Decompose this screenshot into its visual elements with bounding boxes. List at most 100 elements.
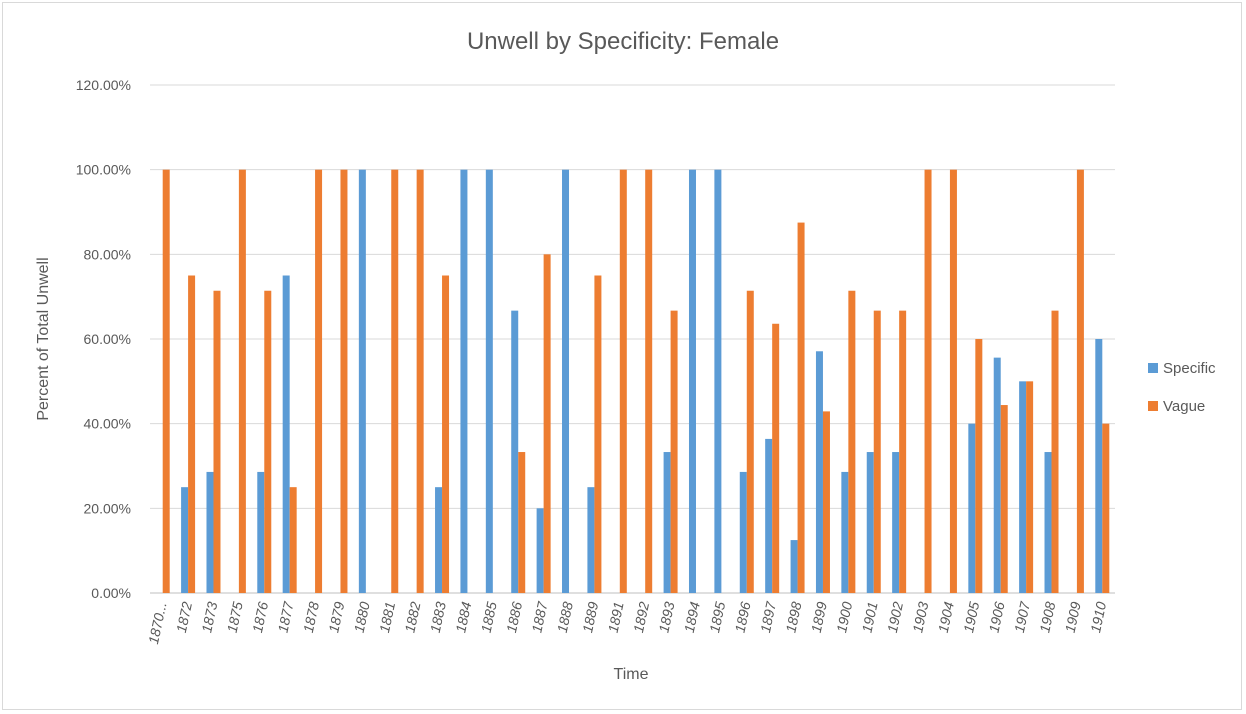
- bar-vague-1889: [594, 275, 602, 593]
- legend-label-vague: Vague: [1163, 398, 1205, 415]
- y-tick-label: 100.00%: [76, 162, 131, 178]
- bar-specific-1896: [739, 471, 747, 593]
- bar-specific-1898: [790, 540, 798, 593]
- x-tick-label: 1906: [986, 600, 1008, 634]
- bar-specific-1880: [358, 169, 366, 593]
- x-tick-label: 1904: [935, 600, 957, 634]
- bar-vague-1909: [1076, 169, 1084, 593]
- bar-vague-1877: [289, 487, 297, 593]
- bar-specific-1873: [206, 471, 214, 593]
- x-tick-label: 1870...: [145, 600, 170, 645]
- chart-title: Unwell by Specificity: Female: [467, 28, 779, 55]
- x-tick-label: 1887: [528, 599, 550, 634]
- legend-swatch-specific: [1148, 363, 1158, 373]
- bar-specific-1901: [866, 452, 874, 593]
- bar-vague-1900: [848, 290, 856, 593]
- bar-specific-1872: [181, 487, 189, 593]
- x-tick-label: 1885: [478, 600, 500, 634]
- x-tick-label: 1873: [198, 600, 220, 634]
- y-tick-label: 60.00%: [84, 331, 131, 347]
- bar-vague-1872: [188, 275, 196, 593]
- bar-vague-1903: [924, 169, 932, 593]
- bar-specific-1907: [1019, 381, 1027, 593]
- x-tick-label: 1888: [554, 600, 576, 634]
- bars: [162, 169, 1110, 594]
- bar-specific-1887: [536, 508, 544, 593]
- x-tick-label: 1908: [1036, 600, 1058, 634]
- y-tick-label: 0.00%: [91, 585, 131, 601]
- y-axis-ticks: 0.00% 20.00% 40.00% 60.00% 80.00% 100.00% 120.…: [76, 77, 131, 601]
- bar-vague-1881: [391, 169, 399, 593]
- bar-chart: Unwell by Specificity: Female 0.00% 20.00…: [35, 28, 1216, 683]
- x-axis-ticks: 1870... 1872 1873 1875 1876 1877 1878 1879 1880 1…: [145, 599, 1109, 645]
- bar-vague-1908: [1051, 310, 1059, 593]
- x-tick-label: 1900: [833, 600, 855, 634]
- x-tick-label: 1896: [732, 600, 754, 634]
- x-tick-label: 1872: [173, 600, 195, 634]
- x-tick-label: 1877: [274, 599, 296, 634]
- legend-swatch-vague: [1148, 401, 1158, 411]
- bar-vague-1878: [315, 169, 323, 593]
- x-tick-label: 1883: [427, 600, 449, 634]
- x-tick-label: 1905: [960, 600, 982, 634]
- bar-vague-1876: [264, 290, 272, 593]
- bar-vague-1901: [873, 310, 881, 593]
- bar-specific-1886: [511, 310, 519, 593]
- bar-specific-1888: [562, 169, 570, 593]
- bar-vague-1886: [518, 452, 526, 593]
- y-tick-label: 40.00%: [84, 416, 131, 432]
- y-tick-label: 80.00%: [84, 246, 131, 262]
- bar-vague-1873: [213, 290, 221, 593]
- x-tick-label: 1895: [706, 600, 728, 634]
- bar-vague-1891: [619, 169, 627, 593]
- bar-specific-1905: [968, 423, 976, 593]
- x-tick-label: 1909: [1062, 600, 1084, 634]
- x-tick-label: 1894: [681, 600, 703, 634]
- bar-specific-1908: [1044, 452, 1052, 593]
- bar-specific-1884: [460, 169, 468, 593]
- bar-vague-1875: [238, 169, 246, 593]
- bar-vague-1905: [975, 339, 983, 593]
- bar-specific-1899: [815, 351, 823, 593]
- bar-vague-1898: [797, 222, 805, 594]
- bar-specific-1895: [714, 169, 722, 593]
- x-tick-label: 1907: [1011, 599, 1033, 634]
- bar-vague-1910: [1102, 423, 1110, 593]
- x-tick-label: 1889: [579, 600, 601, 634]
- bar-vague-1899: [822, 411, 830, 593]
- y-tick-label: 20.00%: [84, 500, 131, 516]
- gridlines: [150, 84, 1115, 594]
- x-tick-label: 1899: [808, 600, 830, 634]
- x-tick-label: 1886: [503, 600, 525, 634]
- bar-vague-1892: [645, 169, 653, 593]
- bar-vague-1897: [772, 323, 780, 593]
- bar-specific-1902: [892, 452, 900, 593]
- bar-specific-1885: [485, 169, 493, 593]
- x-tick-label: 1884: [452, 600, 474, 634]
- x-tick-label: 1882: [401, 600, 423, 634]
- bar-specific-1893: [663, 452, 671, 593]
- bar-vague-1882: [416, 169, 424, 593]
- bar-vague-1870: [162, 169, 170, 593]
- bar-specific-1906: [993, 357, 1001, 593]
- bar-specific-1910: [1095, 339, 1103, 593]
- x-tick-label: 1876: [249, 600, 271, 634]
- y-tick-label: 120.00%: [76, 77, 131, 93]
- x-tick-label: 1879: [325, 600, 347, 634]
- x-tick-label: 1898: [782, 600, 804, 634]
- x-tick-label: 1878: [300, 600, 322, 634]
- x-tick-label: 1892: [630, 600, 652, 634]
- x-tick-label: 1881: [376, 600, 398, 634]
- bar-specific-1876: [257, 471, 265, 593]
- bar-vague-1887: [543, 254, 551, 594]
- x-tick-label: 1897: [757, 599, 779, 634]
- y-axis-title: Percent of Total Unwell: [35, 257, 52, 420]
- bar-vague-1879: [340, 169, 348, 593]
- x-tick-label: 1903: [909, 600, 931, 634]
- bar-vague-1893: [670, 310, 678, 593]
- bar-vague-1906: [1000, 405, 1008, 593]
- x-tick-label: 1910: [1087, 600, 1109, 634]
- x-tick-label: 1891: [605, 600, 627, 634]
- bar-vague-1902: [899, 310, 907, 593]
